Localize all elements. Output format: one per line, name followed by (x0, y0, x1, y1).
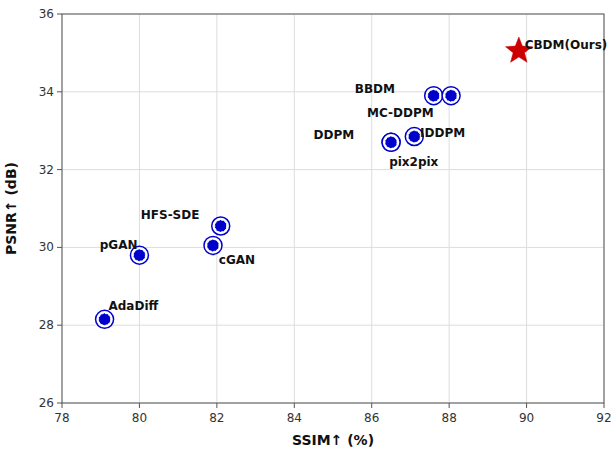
tick-label: 80 (132, 411, 147, 425)
tick (57, 169, 62, 170)
tick-label: 28 (39, 318, 54, 332)
point-ring (442, 87, 460, 105)
point-label: AdaDiff (108, 299, 158, 313)
tick (216, 403, 217, 408)
chart-container: 78 80 82 84 86 88 90 92 26 28 30 32 34 36 AdaDiff pGAN c… (0, 0, 616, 455)
point-core (408, 131, 420, 143)
grid-line (62, 169, 604, 170)
point (96, 310, 114, 328)
point-ring (382, 133, 400, 151)
point-core (445, 90, 457, 102)
y-axis-label: PSNR↑ (dB) (3, 162, 19, 255)
tick-label: 30 (39, 240, 54, 254)
point-ring (212, 217, 230, 235)
marks (96, 37, 533, 328)
tick-label: 26 (39, 396, 54, 410)
point-core (385, 136, 397, 148)
point-core (428, 90, 440, 102)
point-label: pGAN (100, 238, 138, 252)
tick-label: 82 (209, 411, 224, 425)
tick (57, 14, 62, 15)
tick-label: 84 (287, 411, 302, 425)
point-label: HFS-SDE (141, 208, 200, 222)
point (204, 236, 222, 254)
tick (294, 403, 295, 408)
grid-line (526, 14, 527, 403)
tick-label: 86 (364, 411, 379, 425)
point-core (385, 136, 397, 148)
tick-label: 34 (39, 85, 54, 99)
point (212, 217, 230, 235)
point-ring (425, 87, 443, 105)
tick (57, 91, 62, 92)
tick (57, 247, 62, 248)
point-ring (96, 310, 114, 328)
tick-label: 90 (519, 411, 534, 425)
tick-label: 32 (39, 163, 54, 177)
point-label: DDPM (314, 128, 355, 142)
tick-label: 92 (596, 411, 611, 425)
point-core (207, 239, 219, 251)
point-core (99, 313, 111, 325)
point (442, 87, 460, 105)
grid-line (371, 14, 372, 403)
tick-label: 36 (39, 7, 54, 21)
point (425, 87, 443, 105)
tick (57, 325, 62, 326)
grid-line (62, 325, 604, 326)
grid (62, 14, 604, 403)
tick-label: 78 (54, 411, 69, 425)
point-core (215, 220, 227, 232)
background (0, 0, 616, 455)
point-label: BBDM (355, 82, 395, 96)
grid-line (62, 91, 604, 92)
point-label: cGAN (219, 253, 255, 267)
point (382, 133, 400, 151)
tick (526, 403, 527, 408)
point-label: pix2pix (389, 155, 438, 169)
annotations: AdaDiff pGAN cGAN HFS-SDE DDPM pix2pix IDDPM BB… (100, 38, 608, 313)
point-label: IDDPM (420, 126, 465, 140)
x-axis-label: SSIM↑ (%) (292, 432, 374, 448)
tick (62, 403, 63, 408)
tick-label: 88 (442, 411, 457, 425)
tick (449, 403, 450, 408)
grid-line (216, 14, 217, 403)
grid-line (449, 14, 450, 403)
tick (604, 403, 605, 408)
point-label: CBDM(Ours) (525, 38, 608, 52)
plot-frame (62, 14, 604, 403)
tick (371, 403, 372, 408)
point-ring (382, 133, 400, 151)
point (382, 133, 400, 151)
point-ring (204, 236, 222, 254)
tick (139, 403, 140, 408)
grid-line (294, 14, 295, 403)
tick (57, 403, 62, 404)
chart: 78 80 82 84 86 88 90 92 26 28 30 32 34 36 AdaDiff pGAN c… (0, 0, 616, 455)
point-label: MC-DDPM (367, 106, 434, 120)
